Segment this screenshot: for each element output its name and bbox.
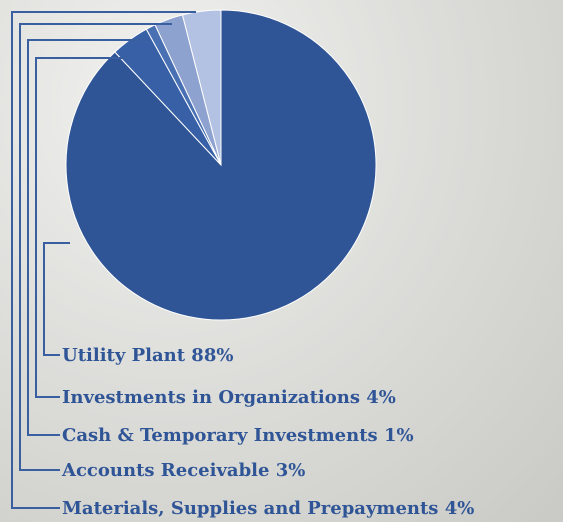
label-name: Materials, Supplies and Prepayments	[62, 498, 438, 519]
pie-slice	[181, 9, 222, 166]
leader-line	[35, 57, 128, 398]
label-value: 1%	[384, 425, 414, 446]
slice-label: Investments in Organizations 4%	[62, 387, 396, 408]
leader-line	[27, 39, 150, 436]
label-value: 4%	[366, 387, 396, 408]
label-name: Accounts Receivable	[61, 460, 269, 481]
label-name: Investments in Organizations	[62, 387, 360, 408]
label-value: 4%	[445, 498, 475, 519]
slice-label: Utility Plant 88%	[62, 345, 233, 366]
label-name: Utility Plant	[62, 345, 186, 366]
label-name: Cash & Temporary Investments	[62, 425, 378, 446]
label-value: 88%	[191, 345, 233, 366]
slice-label: Accounts Receivable 3%	[61, 460, 305, 481]
leader-line	[43, 242, 70, 356]
leader-line	[19, 23, 172, 471]
slice-label: Materials, Supplies and Prepayments 4%	[62, 498, 474, 519]
label-value: 3%	[276, 460, 306, 481]
slice-label: Cash & Temporary Investments 1%	[62, 425, 414, 446]
leader-line	[11, 11, 196, 509]
